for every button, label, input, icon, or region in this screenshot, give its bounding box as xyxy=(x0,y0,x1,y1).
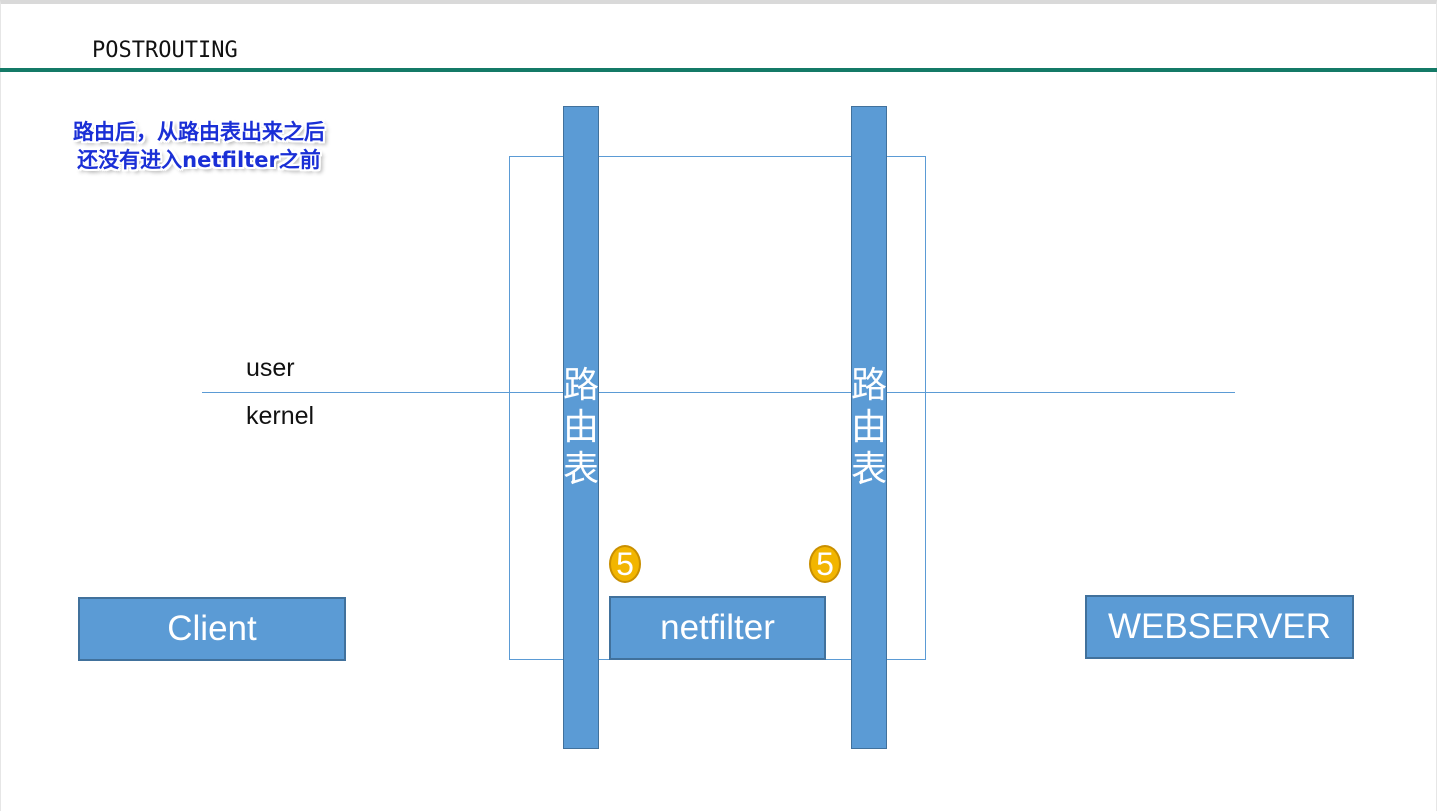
hook-badge-right: 5 xyxy=(809,545,841,583)
routing-table-bar-right: 路由表 xyxy=(851,106,887,749)
client-node: Client xyxy=(78,597,346,661)
annotation-note: 路由后，从路由表出来之后 还没有进入netfilter之前 xyxy=(40,118,358,174)
annotation-note-line-1: 路由后，从路由表出来之后 xyxy=(73,120,325,144)
kernel-space-label: kernel xyxy=(246,402,315,430)
routing-table-label-left: 路由表 xyxy=(563,365,600,490)
user-space-label: user xyxy=(246,354,295,382)
slide-title: POSTROUTING xyxy=(92,38,238,63)
hook-badge-left: 5 xyxy=(609,545,641,583)
annotation-note-line-2: 还没有进入netfilter之前 xyxy=(77,148,321,172)
user-kernel-divider xyxy=(202,392,1235,393)
routing-table-label-right: 路由表 xyxy=(851,365,888,490)
webserver-node: WEBSERVER xyxy=(1085,595,1354,659)
routing-table-bar-left: 路由表 xyxy=(563,106,599,749)
title-underline xyxy=(0,68,1437,72)
netfilter-node: netfilter xyxy=(609,596,826,660)
